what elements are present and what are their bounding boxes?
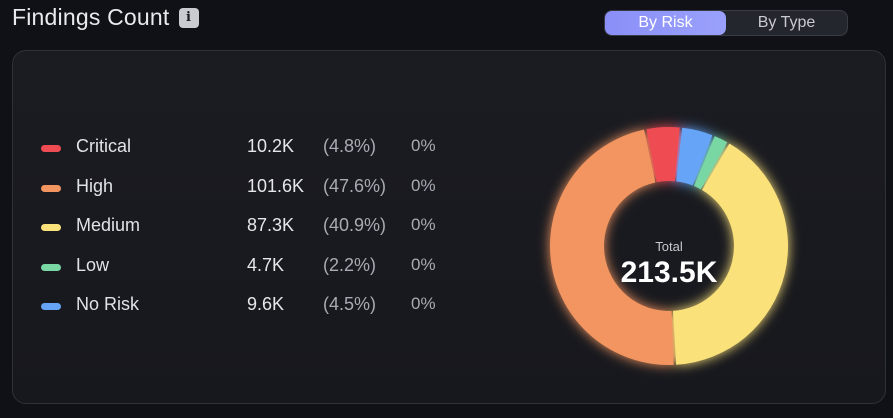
donut-slice-high[interactable] — [550, 129, 674, 365]
legend-value: 4.7K — [247, 254, 285, 275]
legend-swatch-high — [41, 184, 61, 192]
legend-value: 101.6K — [247, 175, 305, 196]
donut-center-total: 213.5K — [620, 256, 718, 289]
toggle-by-type[interactable]: By Type — [757, 14, 816, 31]
legend-percent: (4.8%) — [323, 136, 377, 156]
donut-slice-medium[interactable] — [672, 143, 789, 365]
legend-label: Critical — [76, 136, 132, 156]
toggle-by-risk[interactable]: By Risk — [605, 11, 726, 35]
legend-swatch-medium — [41, 224, 61, 231]
legend-change: 0% — [411, 215, 436, 234]
legend-percent: (2.2%) — [323, 254, 377, 275]
legend-swatch-low — [41, 263, 61, 271]
legend-swatch-no-risk — [41, 303, 61, 310]
legend-label: Low — [76, 254, 110, 275]
legend-row-low[interactable]: Low 4.7K (2.2%) 0% — [41, 255, 461, 295]
legend-change: 0% — [411, 294, 436, 313]
info-icon[interactable]: i — [178, 7, 199, 28]
legend-row-medium[interactable]: Medium 87.3K (40.9%) 0% — [41, 215, 461, 255]
legend-percent: (4.5%) — [323, 294, 377, 314]
legend-label: Medium — [76, 215, 141, 235]
legend-label: High — [76, 175, 114, 196]
findings-card: Critical 10.2K (4.8%) 0% High 101.6K (47… — [12, 50, 886, 404]
donut-chart: Total 213.5K — [536, 96, 802, 396]
donut-svg — [550, 127, 789, 365]
legend-value: 9.6K — [247, 294, 285, 314]
legend-row-critical[interactable]: Critical 10.2K (4.8%) 0% — [41, 136, 461, 176]
legend-change: 0% — [411, 136, 436, 155]
legend-percent: (47.6%) — [323, 175, 387, 196]
legend-percent: (40.9%) — [323, 215, 387, 235]
legend-change: 0% — [411, 254, 436, 274]
view-toggle: By Risk By Type — [604, 10, 848, 36]
legend-row-high[interactable]: High 101.6K (47.6%) 0% — [41, 176, 461, 216]
legend-label: No Risk — [76, 294, 140, 314]
legend-swatch-critical — [41, 145, 61, 152]
legend-change: 0% — [411, 175, 436, 195]
donut-center-label: Total — [655, 239, 683, 254]
legend-value: 87.3K — [247, 215, 295, 235]
donut-slice-no-risk[interactable] — [676, 127, 713, 186]
legend-value: 10.2K — [247, 136, 295, 156]
page-title: Findings Count — [12, 4, 170, 30]
donut-slice-low[interactable] — [693, 136, 728, 190]
donut-slice-critical[interactable] — [646, 127, 680, 183]
legend-row-no-risk[interactable]: No Risk 9.6K (4.5%) 0% — [41, 294, 461, 334]
legend: Critical 10.2K (4.8%) 0% High 101.6K (47… — [41, 136, 461, 334]
card-header: Findings Count i — [12, 4, 199, 31]
